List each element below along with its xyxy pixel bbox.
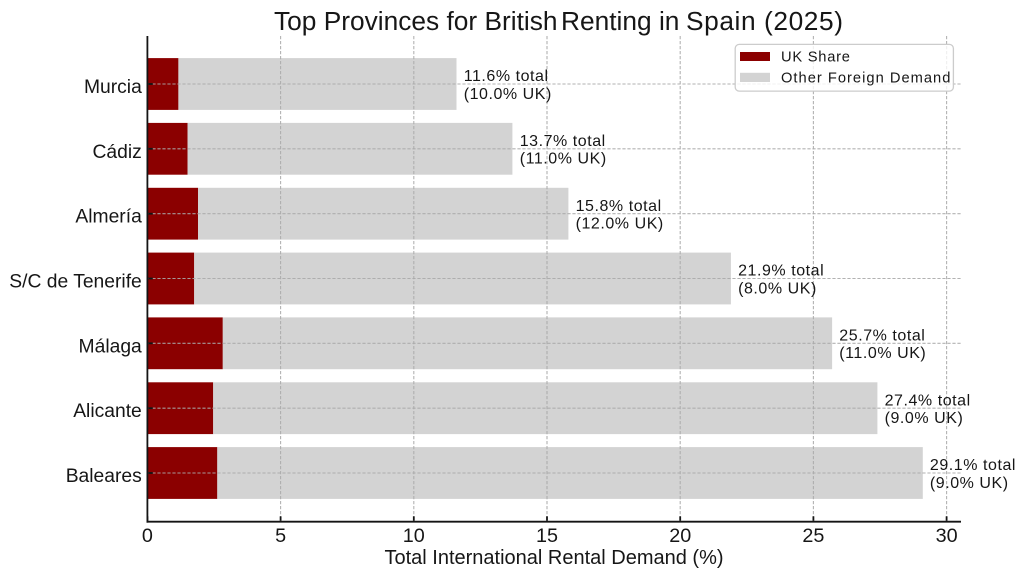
svg-text:25.7% total: 25.7% total xyxy=(839,328,925,345)
svg-text:Spain (2025): Spain (2025) xyxy=(686,6,844,36)
svg-text:21.9% total: 21.9% total xyxy=(738,263,824,280)
svg-text:30: 30 xyxy=(936,525,958,547)
svg-text:15: 15 xyxy=(536,525,558,547)
svg-text:27.4% total: 27.4% total xyxy=(885,392,971,409)
svg-text:Málaga: Málaga xyxy=(79,336,143,357)
svg-text:11.6% total: 11.6% total xyxy=(464,68,549,85)
svg-text:Alicante: Alicante xyxy=(73,401,142,422)
svg-text:5: 5 xyxy=(275,525,286,547)
svg-text:(9.0% UK): (9.0% UK) xyxy=(885,410,964,427)
svg-text:29.1% total: 29.1% total xyxy=(930,457,1016,474)
svg-text:(11.0% UK): (11.0% UK) xyxy=(839,345,926,362)
svg-text:10: 10 xyxy=(403,525,425,547)
svg-text:Baleares: Baleares xyxy=(66,466,142,487)
svg-text:(8.0% UK): (8.0% UK) xyxy=(738,280,817,297)
svg-text:Murcia: Murcia xyxy=(84,77,142,98)
svg-text:(10.0% UK): (10.0% UK) xyxy=(464,86,552,103)
svg-text:UK Share: UK Share xyxy=(781,50,851,66)
svg-text:Other Foreign Demand: Other Foreign Demand xyxy=(781,71,951,87)
svg-text:Top Provinces for British: Top Provinces for British xyxy=(274,6,558,36)
svg-text:Total International Rental Dem: Total International Rental Demand (%) xyxy=(384,547,723,569)
svg-text:13.7% total: 13.7% total xyxy=(520,133,606,150)
svg-text:Cádiz: Cádiz xyxy=(93,142,142,163)
svg-text:Almería: Almería xyxy=(75,207,142,228)
svg-text:Renting in: Renting in xyxy=(561,6,679,36)
svg-text:15.8% total: 15.8% total xyxy=(576,198,662,215)
svg-text:25: 25 xyxy=(802,525,824,547)
svg-text:(11.0% UK): (11.0% UK) xyxy=(520,151,607,168)
svg-text:20: 20 xyxy=(669,525,691,547)
svg-text:(9.0% UK): (9.0% UK) xyxy=(930,475,1009,492)
svg-text:0: 0 xyxy=(142,525,153,547)
svg-text:S/C de Tenerife: S/C de Tenerife xyxy=(9,272,142,293)
svg-text:(12.0% UK): (12.0% UK) xyxy=(576,216,664,233)
